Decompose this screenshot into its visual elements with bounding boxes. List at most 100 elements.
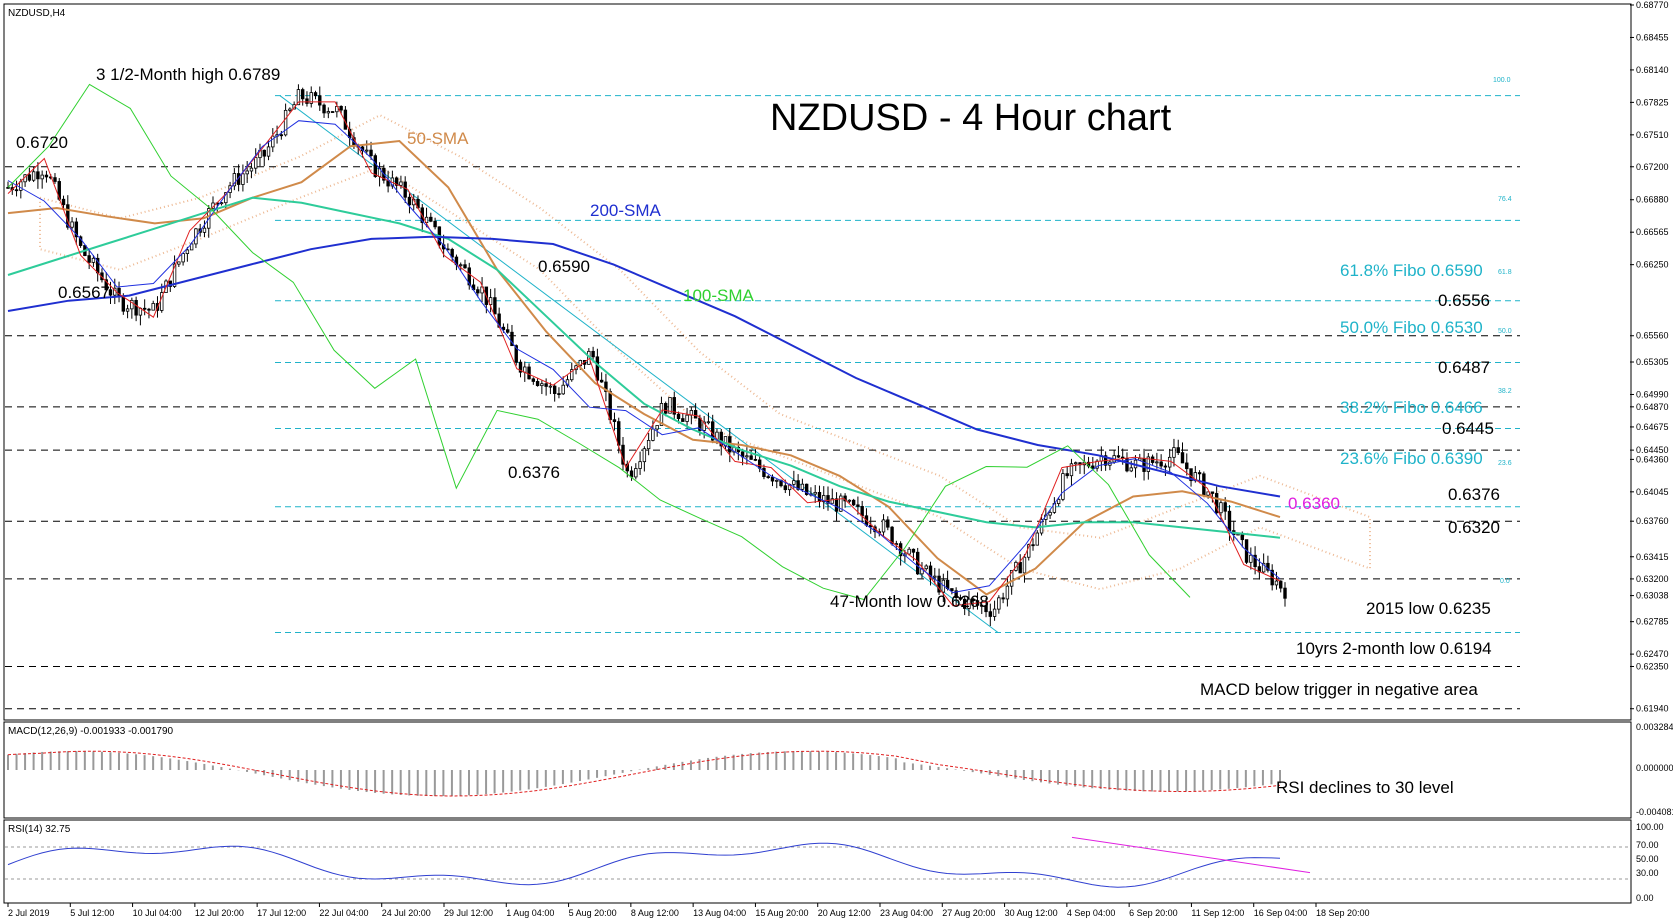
candle-body (224, 192, 228, 204)
candle-body (591, 350, 595, 358)
candle-body (1091, 465, 1095, 469)
candle-body (1227, 510, 1232, 532)
macd-panel (3, 721, 1632, 819)
candle-body (552, 385, 557, 394)
candle-body (617, 421, 621, 446)
y-tick-label: 0.68140 (1636, 65, 1669, 75)
candle-body (104, 279, 108, 291)
candle-body (147, 308, 151, 311)
candle-body (907, 548, 911, 555)
rsi-tick-100: 100.00 (1636, 822, 1664, 832)
candle-body (847, 499, 852, 502)
label-6487: 0.6487 (1438, 358, 1490, 377)
kijun-line (7, 120, 1281, 594)
candle-body (1253, 554, 1257, 568)
candle-body (6, 186, 10, 189)
candle-body (753, 458, 758, 461)
candle-body (121, 296, 126, 312)
candle-body (804, 483, 809, 495)
label-6376-right: 0.6376 (1448, 485, 1500, 504)
candle-body (518, 361, 523, 373)
candle-body (177, 261, 181, 265)
macd-tick-top: 0.003284 (1636, 722, 1673, 732)
candle-body (548, 385, 553, 388)
y-tick-label: 0.66565 (1636, 227, 1669, 237)
candle-body (514, 345, 518, 363)
candle-body (394, 177, 399, 186)
label-fibo50: 50.0% Fibo 0.6530 (1340, 318, 1483, 337)
x-tick-label: 20 Aug 12:00 (818, 908, 871, 918)
candle-body (1142, 457, 1146, 472)
x-tick-label: 10 Jul 04:00 (133, 908, 182, 918)
y-tick-label: 0.63038 (1636, 591, 1669, 601)
candle-body (646, 440, 651, 450)
rsi-tick-0: 0.00 (1636, 893, 1654, 903)
candle-body (642, 448, 647, 463)
candle-body (668, 397, 672, 414)
candle-body (450, 249, 454, 258)
macd-signal-line (7, 750, 1281, 797)
candle-body (249, 167, 254, 172)
chart-title: NZDUSD - 4 Hour chart (770, 97, 1172, 139)
label-sma50: 50-SMA (407, 129, 469, 148)
fib-small-100: 100.0 (1493, 77, 1511, 84)
candle-body (19, 181, 23, 191)
rsi-label: RSI(14) 32.75 (8, 824, 71, 835)
candle-body (783, 485, 788, 491)
candle-body (1261, 562, 1266, 573)
candle-body (544, 383, 548, 387)
candle-body (1031, 544, 1035, 547)
candle-body (980, 604, 984, 607)
y-tick-label: 0.62785 (1636, 617, 1669, 627)
candle-body (219, 202, 224, 205)
candle-body (1167, 456, 1172, 468)
candle-body (570, 369, 574, 381)
time-axis: 2 Jul 2019 5 Jul 12:00 10 Jul 04:00 12 Jul … (7, 903, 1370, 918)
candle-body (1249, 554, 1253, 563)
candle-body (770, 476, 775, 482)
x-tick-label: 2 Jul 2019 (8, 908, 50, 918)
candle-body (1176, 447, 1180, 454)
indicator-lines (7, 83, 1281, 607)
candle-body (1129, 467, 1133, 472)
candle-body (531, 378, 536, 382)
candle-body (36, 171, 40, 180)
label-low47: 47-Month low 0.6268 (830, 592, 989, 611)
candle-body (326, 111, 331, 114)
x-tick-label: 4 Sep 04:00 (1067, 908, 1116, 918)
fib-small-618: 61.8 (1498, 269, 1512, 276)
candle-body (296, 89, 301, 106)
sma100-line (7, 196, 1281, 539)
candle-body (292, 104, 296, 110)
label-low10yr: 10yrs 2-month low 0.6194 (1296, 639, 1492, 658)
candle-body (971, 598, 975, 602)
candle-body (911, 548, 916, 553)
candle-body (886, 519, 890, 528)
candle-body (108, 289, 113, 296)
candle-body (467, 267, 471, 286)
candle-body (766, 476, 770, 478)
candle-body (933, 575, 937, 578)
y-tick-label: 0.66880 (1636, 195, 1669, 205)
candle-body (651, 428, 655, 441)
candle-body (1116, 455, 1121, 458)
x-tick-label: 30 Aug 12:00 (1005, 908, 1058, 918)
macd-label: MACD(12,26,9) -0.001933 -0.001790 (8, 726, 174, 737)
candle-body (826, 495, 830, 504)
candle-body (1048, 511, 1052, 516)
candle-body (202, 227, 207, 233)
label-6590: 0.6590 (538, 257, 590, 276)
candle-body (655, 425, 659, 430)
label-6360: 0.6360 (1288, 494, 1340, 513)
candle-body (924, 565, 928, 570)
x-tick-label: 6 Sep 20:00 (1129, 908, 1178, 918)
label-high: 3 1/2-Month high 0.6789 (96, 65, 280, 84)
candle-body (1001, 597, 1005, 600)
y-tick-label: 0.64675 (1636, 422, 1669, 432)
y-tick-label: 0.67510 (1636, 130, 1669, 140)
candle-body (954, 590, 958, 599)
candle-body (1210, 491, 1215, 494)
macd-tick-bottom: -0.004081 (1636, 807, 1673, 817)
y-tick-label: 0.64045 (1636, 487, 1669, 497)
